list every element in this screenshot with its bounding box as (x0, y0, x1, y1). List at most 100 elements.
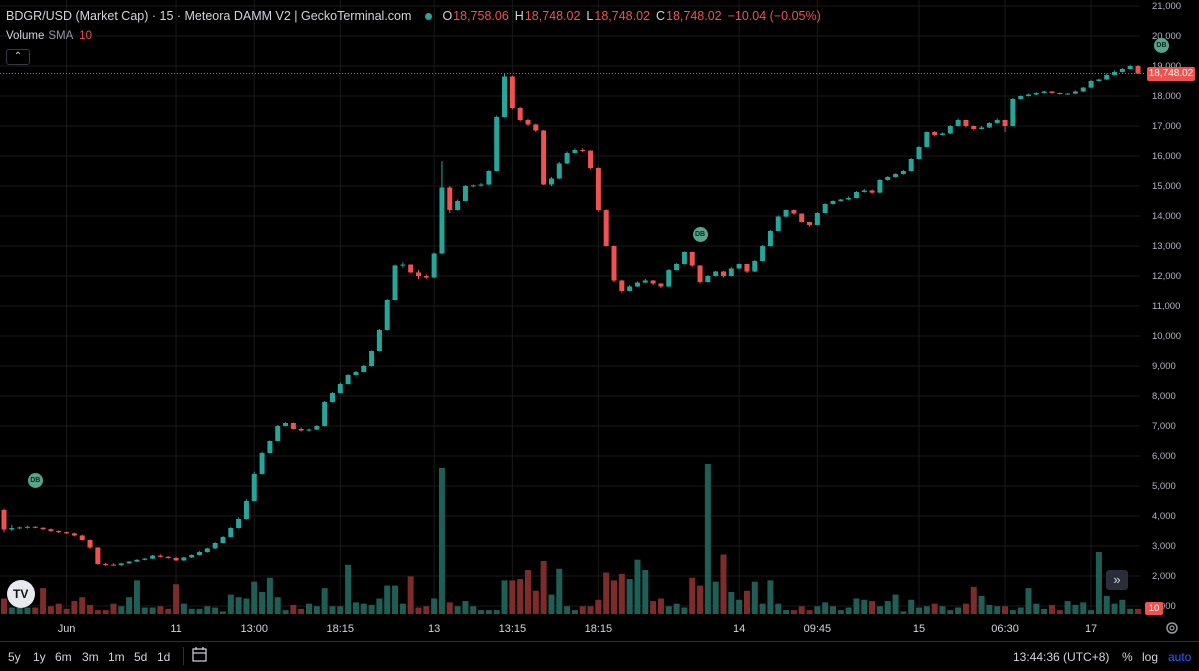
dev-buy-badge[interactable]: DB (1153, 37, 1169, 53)
x-tick-label: 13:15 (499, 623, 527, 635)
chart-settings-button[interactable] (1164, 620, 1180, 636)
bottom-toolbar: 5y 1y 6m 3m 1m 5d 1d 13:44:36 (UTC+8) % … (0, 641, 1199, 671)
volume-tag: 10 (1145, 602, 1163, 615)
volume-bar (822, 602, 829, 614)
log-scale-toggle[interactable]: log (1142, 650, 1159, 664)
volume-bar (564, 606, 571, 614)
candle-down (298, 429, 304, 431)
candle-up (361, 366, 367, 372)
volume-bar (876, 606, 883, 614)
volume-bar (884, 601, 891, 614)
volume-bar (501, 580, 508, 614)
candle-up (478, 184, 484, 186)
candle-up (392, 265, 398, 300)
candle-up (118, 563, 124, 566)
volume-bar (32, 607, 39, 614)
candle-up (853, 192, 859, 198)
svg-text:TV: TV (13, 587, 28, 601)
timeframe-6m[interactable]: 6m (55, 650, 72, 664)
volume-bar (462, 601, 469, 614)
timeframe-5d[interactable]: 5d (134, 650, 148, 664)
candle-down (791, 210, 797, 214)
y-tick-label: 9,000 (1152, 361, 1176, 372)
candle-up (142, 558, 148, 560)
candle-down (1135, 66, 1141, 74)
percent-scale-toggle[interactable]: % (1122, 650, 1133, 664)
candle-up (283, 423, 289, 426)
volume-bar (8, 607, 15, 614)
candle-down (408, 264, 414, 273)
y-tick-label: 19,000 (1152, 61, 1181, 72)
y-tick-label: 20,000 (1152, 31, 1181, 42)
volume-bar (235, 597, 242, 614)
double-chevron-right-icon: » (1113, 572, 1121, 587)
volume-bar (923, 606, 930, 614)
collapse-legend-button[interactable]: ⌃ (6, 49, 30, 65)
timeframe-3m[interactable]: 3m (82, 650, 99, 664)
tradingview-logo-icon: TV (13, 587, 28, 601)
candle-up (548, 178, 554, 185)
scroll-to-realtime-button[interactable]: » (1106, 570, 1128, 590)
y-axis[interactable]: 1,000 2,000 3,000 4,000 5,000 6,000 7,000 8,000… (1152, 1, 1181, 612)
volume-bar (1025, 588, 1032, 614)
candle-up (728, 268, 734, 276)
candle-up (228, 528, 234, 537)
clock-timezone[interactable]: 13:44:36 (UTC+8) (1013, 650, 1110, 664)
candle-up (1072, 91, 1078, 94)
timeframe-5y[interactable]: 5y (8, 650, 21, 664)
candle-down (290, 423, 296, 429)
timeframe-1m[interactable]: 1m (108, 650, 125, 664)
candle-down (588, 150, 594, 168)
candle-down (415, 272, 421, 276)
x-tick-label: 13:00 (240, 623, 268, 635)
tradingview-logo[interactable]: TV (7, 580, 35, 608)
volume-bar (337, 606, 344, 614)
timeframe-1d[interactable]: 1d (157, 650, 171, 664)
volume-bar (955, 607, 962, 614)
volume-bar (1103, 595, 1110, 614)
candle-up (455, 201, 461, 210)
timeframe-1y[interactable]: 1y (33, 650, 46, 664)
volume-bar (869, 601, 876, 614)
volume-bar (165, 608, 172, 614)
volume-bar (454, 606, 461, 614)
volume-bar (939, 606, 946, 614)
volume-bar (626, 579, 633, 614)
candle-down (95, 547, 101, 564)
candle-down (619, 280, 625, 291)
volume-bar (579, 606, 586, 614)
x-axis[interactable]: Jun 11 13:00 18:15 13 13:15 18:15 14 09:45 15 06:3… (58, 623, 1199, 635)
y-tick-label: 16,000 (1152, 151, 1181, 162)
candle-up (462, 186, 468, 201)
volume-bar (227, 594, 234, 614)
candle-up (666, 270, 672, 287)
volume-bar (313, 606, 320, 614)
volume-bar (306, 603, 313, 614)
candle-up (502, 76, 508, 117)
volume-bar (962, 603, 969, 614)
candle-up (24, 526, 30, 528)
symbol-title[interactable]: BDGR/USD (Market Cap) · 15 · Meteora DAM… (6, 9, 412, 23)
calendar-range-icon[interactable] (192, 647, 207, 662)
dev-buy-badge[interactable]: DB (692, 226, 708, 242)
volume-bar (1119, 599, 1126, 614)
volume-legend[interactable]: Volume SMA 10 (6, 30, 92, 42)
volume-bar (141, 607, 148, 614)
candle-up (1104, 75, 1110, 80)
volume-bar (1072, 604, 1079, 614)
candle-down (869, 190, 875, 193)
auto-scale-toggle[interactable]: auto (1168, 650, 1192, 664)
y-tick-label: 4,000 (1152, 511, 1176, 522)
volume-bar (63, 608, 70, 614)
y-tick-label: 11,000 (1152, 301, 1180, 312)
candle-down (744, 264, 750, 272)
sma-length: 10 (79, 30, 93, 42)
dev-buy-badge[interactable]: DB (27, 472, 43, 488)
candle-down (87, 540, 93, 548)
volume-bar (55, 603, 62, 614)
chart-legend: BDGR/USD (Market Cap) · 15 · Meteora DAM… (6, 9, 827, 23)
y-tick-label: 7,000 (1152, 421, 1176, 432)
y-tick-label: 15,000 (1152, 181, 1181, 192)
candle-up (642, 280, 648, 283)
